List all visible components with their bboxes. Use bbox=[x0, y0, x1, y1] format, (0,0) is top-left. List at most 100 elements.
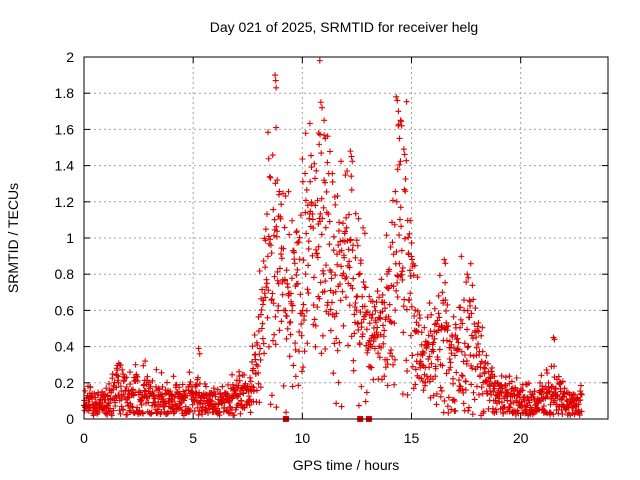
data-point bbox=[134, 404, 141, 411]
data-point bbox=[469, 335, 476, 342]
data-point bbox=[247, 409, 254, 416]
data-point bbox=[350, 275, 357, 282]
data-point bbox=[513, 374, 520, 381]
data-point bbox=[400, 329, 407, 336]
data-point bbox=[203, 406, 210, 413]
data-point bbox=[260, 258, 267, 265]
data-point bbox=[362, 398, 369, 405]
data-point bbox=[478, 332, 485, 339]
data-point bbox=[475, 319, 482, 326]
data-point bbox=[465, 404, 472, 411]
data-point bbox=[406, 267, 413, 274]
data-point bbox=[396, 232, 403, 239]
data-point bbox=[224, 390, 231, 397]
x-tick-label: 5 bbox=[189, 430, 197, 446]
data-point bbox=[396, 216, 403, 223]
data-point bbox=[400, 146, 407, 153]
data-point bbox=[493, 409, 500, 416]
data-point bbox=[443, 370, 450, 377]
data-point bbox=[474, 363, 481, 370]
data-point bbox=[277, 215, 284, 222]
data-point bbox=[262, 237, 269, 244]
data-point bbox=[265, 129, 272, 136]
data-point bbox=[388, 347, 395, 354]
data-point bbox=[455, 377, 462, 384]
data-point bbox=[181, 397, 188, 404]
data-point bbox=[519, 387, 526, 394]
data-point bbox=[500, 409, 507, 416]
data-point bbox=[360, 224, 367, 231]
data-point bbox=[123, 383, 130, 390]
data-point bbox=[404, 391, 411, 398]
data-point bbox=[344, 168, 351, 175]
data-point bbox=[206, 393, 213, 400]
data-point bbox=[409, 363, 416, 370]
data-point bbox=[318, 231, 325, 238]
data-point bbox=[305, 238, 312, 245]
data-point bbox=[441, 256, 448, 263]
data-point bbox=[175, 405, 182, 412]
data-point bbox=[140, 362, 147, 369]
data-point bbox=[352, 210, 359, 217]
data-point bbox=[462, 386, 469, 393]
data-point bbox=[255, 328, 262, 335]
data-point bbox=[291, 260, 298, 267]
data-point bbox=[265, 233, 272, 240]
data-point bbox=[394, 166, 401, 173]
data-point bbox=[435, 327, 442, 334]
data-point bbox=[342, 228, 349, 235]
data-point bbox=[254, 341, 261, 348]
data-point bbox=[422, 379, 429, 386]
data-point bbox=[484, 378, 491, 385]
data-point bbox=[349, 285, 356, 292]
data-point bbox=[227, 385, 234, 392]
data-point bbox=[361, 303, 368, 310]
data-point bbox=[396, 135, 403, 142]
data-point bbox=[465, 343, 472, 350]
data-point bbox=[265, 287, 272, 294]
data-point bbox=[300, 301, 307, 308]
data-point bbox=[112, 403, 119, 410]
data-point bbox=[389, 353, 396, 360]
data-point bbox=[158, 369, 165, 376]
data-point bbox=[312, 246, 319, 253]
data-point bbox=[316, 57, 323, 64]
data-point bbox=[435, 292, 442, 299]
data-point bbox=[399, 276, 406, 283]
data-point bbox=[470, 353, 477, 360]
data-point bbox=[491, 385, 498, 392]
data-point bbox=[105, 380, 112, 387]
data-point bbox=[444, 301, 451, 308]
data-point bbox=[205, 410, 212, 417]
data-point bbox=[432, 365, 439, 372]
data-point bbox=[408, 239, 415, 246]
data-point bbox=[397, 272, 404, 279]
data-point bbox=[468, 310, 475, 317]
data-point bbox=[350, 357, 357, 364]
data-point bbox=[287, 290, 294, 297]
data-point bbox=[297, 212, 304, 219]
data-point bbox=[170, 373, 177, 380]
data-point bbox=[375, 350, 382, 357]
data-point bbox=[542, 383, 549, 390]
data-point bbox=[148, 409, 155, 416]
data-point bbox=[180, 388, 187, 395]
data-point bbox=[403, 306, 410, 313]
data-point bbox=[487, 375, 494, 382]
data-point bbox=[426, 353, 433, 360]
data-point bbox=[257, 356, 264, 363]
data-point bbox=[431, 321, 438, 328]
data-point bbox=[397, 204, 404, 211]
data-point bbox=[343, 294, 350, 301]
data-point bbox=[327, 327, 334, 334]
data-point bbox=[120, 407, 127, 414]
data-point bbox=[330, 289, 337, 296]
data-point bbox=[193, 382, 200, 389]
data-point bbox=[473, 344, 480, 351]
data-point bbox=[419, 348, 426, 355]
data-point bbox=[447, 359, 454, 366]
data-point bbox=[261, 350, 268, 357]
data-point bbox=[325, 211, 332, 218]
data-point bbox=[433, 390, 440, 397]
data-point bbox=[93, 399, 100, 406]
